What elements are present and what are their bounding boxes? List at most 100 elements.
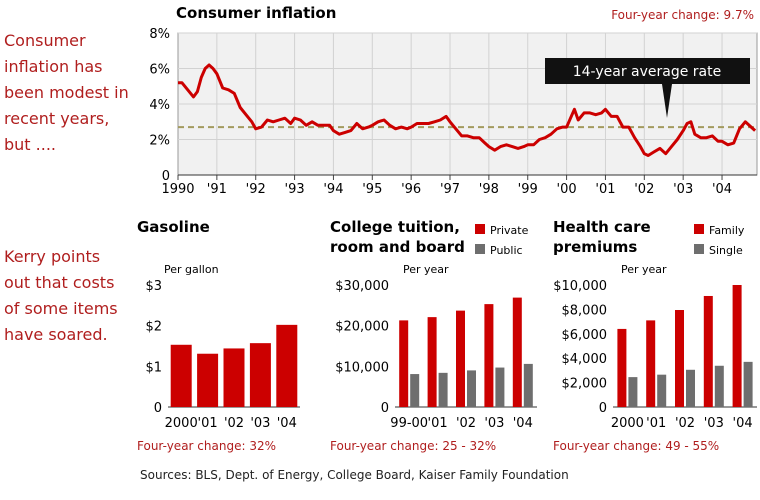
bar-single: [686, 369, 695, 407]
x-tick-label: '04: [277, 416, 297, 431]
bar-gasoline: [197, 353, 219, 407]
panel-subtitle: Per gallon: [164, 263, 219, 276]
x-tick-label: '99: [518, 182, 538, 197]
y-tick-label: 0: [381, 401, 389, 416]
x-tick-label: '93: [285, 182, 305, 197]
bar-private: [456, 310, 465, 407]
side-text-line: out that costs: [4, 273, 114, 292]
x-tick-label: '03: [704, 416, 724, 431]
y-tick-label: 2%: [149, 134, 170, 149]
annotation-pointer: [662, 84, 672, 118]
x-tick-label: '00: [557, 182, 577, 197]
annotation-text: 14-year average rate: [573, 64, 722, 80]
y-tick-label: 6%: [149, 63, 170, 78]
bar-private: [399, 320, 409, 407]
y-tick-label: $30,000: [335, 279, 389, 294]
x-tick-label: '91: [207, 182, 227, 197]
change-note: Four-year change: 25 - 32%: [330, 439, 496, 453]
legend-label: Single: [709, 244, 743, 257]
x-tick-label: '03: [250, 416, 270, 431]
panel-title: Health care: [553, 218, 651, 236]
x-tick-label: '03: [484, 416, 504, 431]
legend-swatch: [694, 224, 704, 234]
inflation-series-line: [178, 63, 757, 157]
y-tick-label: $2: [145, 320, 162, 335]
x-tick-label: 1990: [161, 182, 194, 197]
bar-gasoline: [223, 348, 245, 407]
x-tick-label: '02: [224, 416, 244, 431]
change-note: Four-year change: 32%: [137, 439, 276, 453]
bar-gasoline: [170, 344, 192, 407]
y-tick-label: $6,000: [562, 328, 608, 343]
x-tick-label: '97: [440, 182, 460, 197]
bar-private: [484, 304, 494, 407]
side-text-line: been modest in: [4, 83, 129, 102]
x-tick-label: '01: [646, 416, 666, 431]
bar-gasoline: [249, 343, 271, 407]
change-note: Four-year change: 9.7%: [611, 8, 754, 22]
side-text-line: have soared.: [4, 325, 108, 344]
y-tick-label: 0: [154, 401, 162, 416]
y-tick-label: $8,000: [562, 303, 608, 318]
y-tick-label: $10,000: [553, 279, 607, 294]
legend-label: Public: [490, 244, 523, 257]
panel-subtitle: Per year: [403, 263, 449, 276]
panel-title: premiums: [553, 238, 637, 256]
x-tick-label: '03: [673, 182, 693, 197]
side-text-line: Kerry points: [4, 247, 100, 266]
x-tick-label: '94: [323, 182, 343, 197]
bar-family: [617, 328, 627, 407]
x-tick-label: 2000: [165, 416, 198, 431]
y-tick-label: $3: [145, 279, 162, 294]
panel-title: Gasoline: [137, 218, 210, 236]
y-tick-label: $4,000: [562, 352, 608, 367]
panel-subtitle: Per year: [621, 263, 667, 276]
x-tick-label: '92: [246, 182, 266, 197]
chart-title: Consumer inflation: [176, 4, 336, 22]
bar-private: [512, 297, 522, 407]
x-tick-label: '02: [456, 416, 476, 431]
x-tick-label: '04: [712, 182, 732, 197]
bar-family: [646, 320, 656, 407]
y-tick-label: $10,000: [335, 360, 389, 375]
y-tick-label: 0: [599, 401, 607, 416]
y-tick-label: 8%: [149, 27, 170, 42]
bar-gasoline: [276, 324, 298, 407]
change-note: Four-year change: 49 - 55%: [553, 439, 719, 453]
side-text-line: Consumer: [4, 31, 86, 50]
bar-family: [703, 295, 713, 407]
y-tick-label: 4%: [149, 98, 170, 113]
bar-public: [495, 367, 505, 407]
side-text-line: but ....: [4, 135, 56, 154]
bar-public: [410, 374, 420, 407]
y-tick-label: 0: [162, 169, 170, 184]
x-tick-label: '95: [362, 182, 382, 197]
x-tick-label: '01: [428, 416, 448, 431]
legend-swatch: [694, 244, 704, 254]
panel-title: College tuition,: [330, 218, 460, 236]
bar-single: [657, 374, 667, 407]
side-text-line: of some items: [4, 299, 118, 318]
x-tick-label: 2000: [611, 416, 644, 431]
x-tick-label: 99-00: [390, 416, 428, 431]
x-tick-label: '98: [479, 182, 499, 197]
bar-public: [523, 363, 533, 407]
side-text-line: inflation has: [4, 57, 102, 76]
x-tick-label: '01: [595, 182, 615, 197]
annotation-box: [545, 58, 750, 84]
legend-label: Private: [490, 224, 529, 237]
sources-note: Sources: BLS, Dept. of Energy, College B…: [140, 468, 569, 482]
side-text-line: recent years,: [4, 109, 109, 128]
x-tick-label: '02: [634, 182, 654, 197]
y-tick-label: $2,000: [562, 377, 608, 392]
bar-private: [427, 317, 437, 407]
bar-family: [675, 310, 684, 407]
x-tick-label: '04: [513, 416, 533, 431]
x-tick-label: '04: [733, 416, 753, 431]
bar-family: [732, 285, 742, 407]
y-tick-label: $20,000: [335, 320, 389, 335]
bar-public: [438, 372, 448, 407]
legend-label: Family: [709, 224, 745, 237]
